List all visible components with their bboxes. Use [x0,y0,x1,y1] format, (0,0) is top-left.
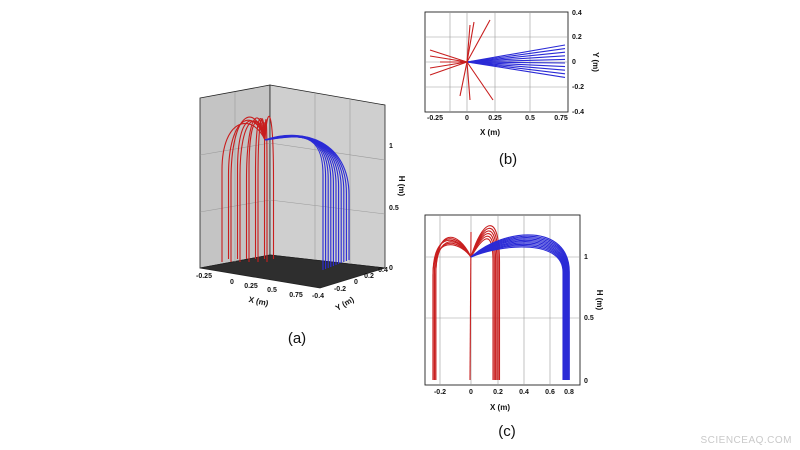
trajectory [466,61,471,101]
trajectory [466,19,491,63]
tick-label: 0.5 [525,115,535,122]
trajectory [466,55,566,63]
watermark: SCIENCEAQ.COM [700,435,792,446]
trajectory [429,55,468,63]
trajectory [466,61,566,64]
tick-label: -0.4 [312,293,324,300]
tick-label: -0.25 [427,115,443,122]
trajectory [470,234,570,380]
trajectory [466,58,566,63]
tick-label: -0.2 [572,84,584,91]
trajectory [470,246,564,380]
axis-title: Y (m) [591,52,600,72]
tick-label: 0.5 [584,315,594,322]
tick-label: 0.4 [572,10,582,17]
tick-label: 0.5 [267,287,277,294]
trajectory [429,49,468,63]
axis-title: X (m) [480,128,500,137]
trajectory [470,242,566,380]
trajectory [248,121,266,262]
panel-a-box [199,84,386,289]
trajectory [466,51,566,63]
tick-label: -0.2 [434,389,446,396]
axis-title: X (m) [248,295,270,308]
tick-label: 0.25 [488,115,502,122]
tick-label: 0 [230,279,234,286]
axis-title: Y (m) [334,295,356,313]
trajectory [435,236,472,380]
tick-label: 0.2 [493,389,503,396]
tick-label: 0 [469,389,473,396]
tick-label: 1 [389,143,393,150]
trajectory [245,117,266,259]
trajectory [466,61,494,101]
trajectory [470,241,567,380]
tick-label: 0.25 [244,283,258,290]
axis-title: X (m) [490,403,510,412]
tick-label: 0.6 [545,389,555,396]
tick-label: 0.2 [572,34,582,41]
tick-label: 0 [354,279,358,286]
trajectory [470,238,568,380]
tick-label: 0 [465,115,469,122]
trajectory [236,120,266,259]
trajectories [221,19,570,381]
trajectory [264,115,275,259]
tick-label: 1 [584,254,588,261]
tick-label: 0.5 [389,205,399,212]
trajectory [429,61,468,69]
trajectory [459,61,468,97]
trajectory [466,61,566,78]
tick-label: 0.75 [289,292,303,299]
trajectory [466,21,475,63]
tick-label: 0.4 [519,389,529,396]
trajectory [466,61,566,71]
tick-label: 0.4 [378,267,388,274]
trajectory [466,61,566,75]
panel-caption: (a) [288,330,306,347]
panel-caption: (b) [499,151,517,168]
tick-label: -0.2 [334,286,346,293]
trajectory [466,24,471,63]
tick-label: 0 [572,59,576,66]
tick-label: -0.25 [196,273,212,280]
trajectory [470,235,570,380]
trajectory [470,243,565,380]
trajectory [466,61,566,68]
trajectory [466,48,566,63]
tick-label: -0.4 [572,109,584,116]
tick-label: 0.2 [364,273,374,280]
trajectory [470,239,568,380]
trajectory [470,245,565,380]
axis-title: H (m) [595,290,604,311]
trajectory [466,44,566,63]
trajectory [264,134,350,260]
tick-label: 0.75 [554,115,568,122]
trajectory [263,122,266,259]
trajectory [470,237,569,380]
tick-label: 0.8 [564,389,574,396]
trajectory [239,120,266,262]
trajectory [429,61,468,76]
axis-title: H (m) [397,176,406,197]
panel-caption: (c) [498,423,516,440]
tick-label: 0 [584,378,588,385]
tick-label: 0 [389,265,393,272]
trajectory [470,225,501,380]
